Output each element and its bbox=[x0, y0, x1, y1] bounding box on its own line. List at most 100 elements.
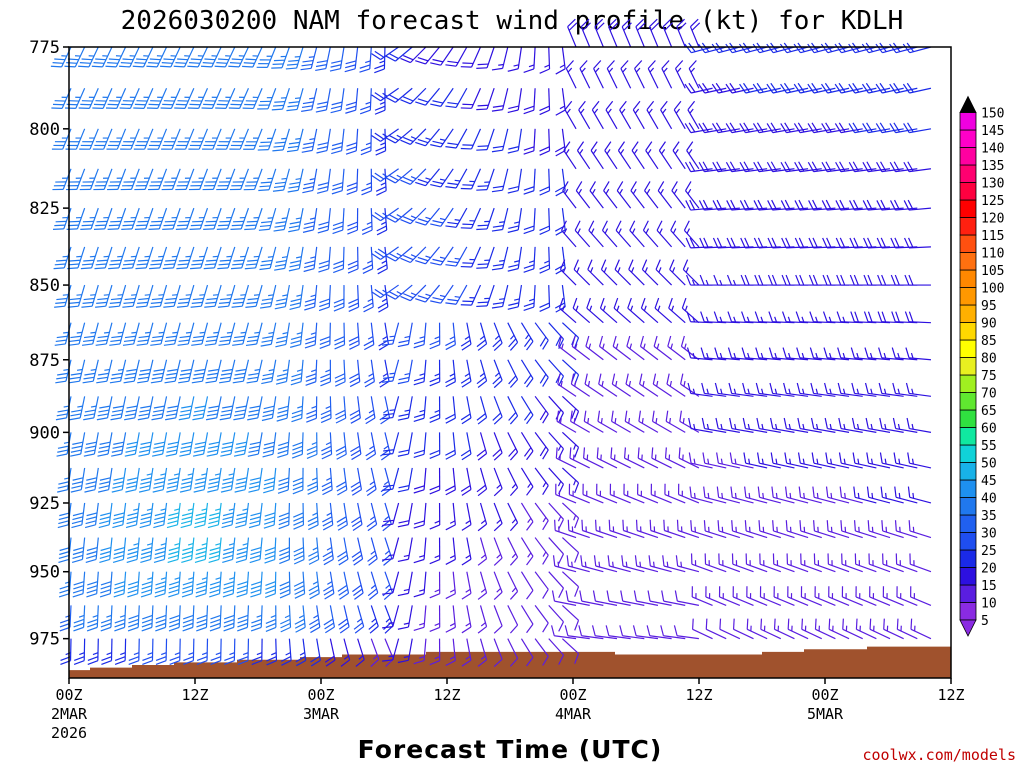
wind-barb bbox=[890, 237, 918, 249]
wind-barb bbox=[174, 128, 195, 150]
wind-barb bbox=[552, 555, 577, 573]
credit-link[interactable]: coolwx.com/models bbox=[862, 746, 1016, 764]
wind-barb bbox=[127, 571, 140, 598]
wind-barb bbox=[243, 128, 263, 150]
wind-barb bbox=[329, 46, 345, 72]
wind-barb bbox=[67, 284, 86, 308]
wind-barb bbox=[333, 246, 345, 274]
wind-barb bbox=[620, 60, 632, 89]
wind-barb bbox=[351, 537, 364, 566]
wind-barb bbox=[703, 520, 727, 539]
wind-barb bbox=[667, 335, 686, 361]
wind-barb bbox=[108, 246, 127, 270]
wind-barb bbox=[889, 199, 918, 211]
wind-barb bbox=[179, 432, 195, 457]
wind-barb bbox=[430, 87, 454, 107]
wind-barb bbox=[279, 537, 290, 565]
wind-barb bbox=[397, 467, 413, 493]
wind-barb bbox=[662, 18, 673, 48]
wind-barb bbox=[111, 467, 127, 493]
wind-barb bbox=[534, 395, 549, 424]
wind-barb bbox=[654, 297, 672, 324]
wind-barb bbox=[741, 347, 768, 361]
wind-barb bbox=[561, 431, 580, 458]
wind-barb bbox=[583, 447, 604, 469]
wind-barb bbox=[823, 382, 850, 397]
y-tick-label: 800 bbox=[29, 120, 60, 140]
wind-barb bbox=[106, 128, 127, 150]
x-tick-label: 00Z bbox=[55, 686, 82, 704]
wind-barb bbox=[382, 396, 400, 420]
wind-barb bbox=[880, 486, 904, 504]
wind-barb bbox=[683, 220, 700, 248]
wind-barb bbox=[377, 246, 388, 275]
wind-barb bbox=[445, 396, 456, 424]
wind-barb bbox=[445, 605, 456, 633]
wind-barb bbox=[365, 467, 377, 496]
wind-barb bbox=[850, 347, 877, 361]
wind-barb bbox=[112, 502, 127, 529]
wind-barb bbox=[539, 168, 551, 196]
wind-barb bbox=[889, 122, 918, 134]
wind-barb bbox=[746, 618, 768, 640]
wind-barb bbox=[203, 246, 222, 270]
wind-barb bbox=[80, 246, 99, 270]
wind-barb bbox=[99, 537, 113, 564]
wind-barb bbox=[890, 274, 918, 286]
wind-barb bbox=[848, 82, 877, 94]
wind-barb bbox=[772, 553, 795, 573]
wind-barb bbox=[507, 359, 519, 388]
wind-barb bbox=[821, 199, 850, 211]
colorbar-label: 70 bbox=[981, 387, 997, 402]
wind-barb bbox=[637, 483, 659, 504]
wind-barb bbox=[127, 605, 140, 632]
wind-barb bbox=[413, 537, 427, 564]
wind-barb bbox=[744, 486, 768, 504]
wind-barb bbox=[165, 432, 181, 457]
wind-barb bbox=[869, 586, 891, 606]
wind-barb bbox=[520, 638, 534, 667]
wind-barb bbox=[908, 520, 932, 539]
wind-barb bbox=[507, 605, 519, 634]
wind-barb bbox=[125, 467, 140, 493]
wind-barb bbox=[87, 638, 99, 665]
wind-barb bbox=[249, 537, 263, 564]
wind-barb bbox=[153, 502, 168, 529]
wind-barb bbox=[137, 359, 154, 384]
wind-barb bbox=[903, 122, 932, 134]
wind-barb bbox=[331, 168, 345, 195]
wind-barb bbox=[415, 46, 441, 65]
wind-barb bbox=[271, 46, 290, 69]
wind-barb bbox=[507, 467, 519, 497]
wind-barb bbox=[415, 168, 441, 187]
colorbar-swatch bbox=[959, 532, 977, 551]
wind-barb bbox=[182, 605, 195, 632]
colorbar-high-arrow bbox=[959, 95, 977, 113]
wind-barb bbox=[347, 246, 359, 274]
y-tick-label: 975 bbox=[29, 630, 60, 650]
wind-barb bbox=[228, 87, 249, 109]
wind-barb bbox=[202, 128, 222, 150]
colorbar-swatch bbox=[959, 602, 977, 621]
wind-barb bbox=[174, 87, 195, 109]
wind-barb bbox=[95, 284, 113, 308]
wind-barb bbox=[684, 122, 713, 134]
wind-barb bbox=[71, 537, 86, 564]
wind-barb bbox=[415, 128, 441, 147]
wind-barb bbox=[628, 259, 645, 286]
wind-barb bbox=[460, 322, 472, 351]
y-tick-label: 825 bbox=[29, 199, 60, 219]
wind-barb bbox=[780, 122, 809, 134]
wind-barb bbox=[92, 87, 113, 109]
x-year-label: 2026 bbox=[51, 724, 87, 742]
wind-barb bbox=[548, 537, 565, 564]
wind-barb bbox=[591, 625, 618, 640]
colorbar-label: 90 bbox=[981, 317, 997, 332]
wind-barb bbox=[910, 618, 932, 640]
wind-barb bbox=[555, 88, 566, 116]
wind-barb bbox=[676, 519, 700, 539]
wind-barb bbox=[718, 586, 741, 606]
wind-barb bbox=[333, 285, 345, 312]
wind-barb bbox=[309, 605, 321, 634]
